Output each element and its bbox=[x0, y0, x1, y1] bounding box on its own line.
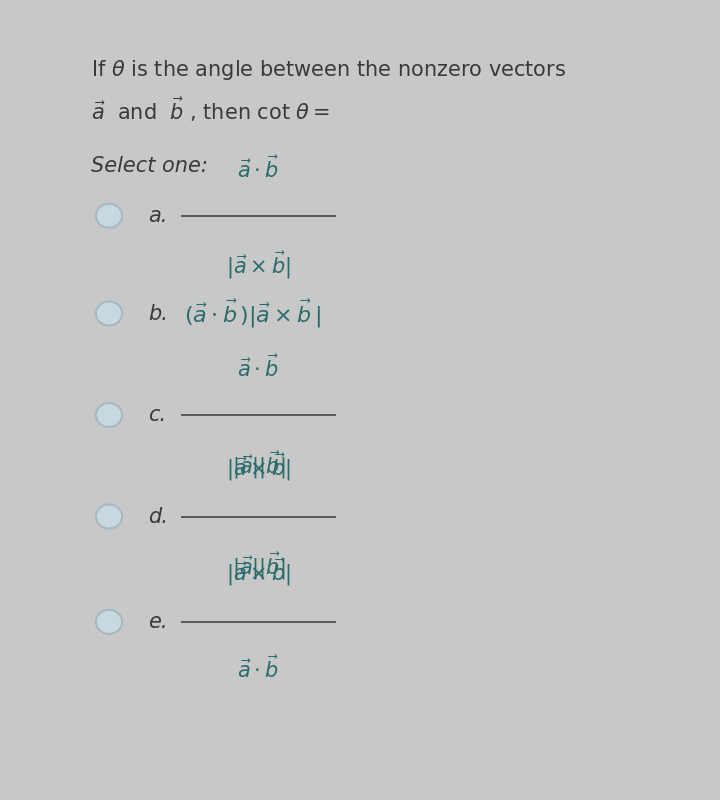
Text: $\vec{a} \cdot \vec{b}$: $\vec{a} \cdot \vec{b}$ bbox=[238, 354, 279, 381]
Text: $|\vec{a} \times \vec{b}|$: $|\vec{a} \times \vec{b}|$ bbox=[226, 451, 291, 482]
Ellipse shape bbox=[96, 302, 122, 326]
Text: $|\vec{a}||\vec{b}|$: $|\vec{a}||\vec{b}|$ bbox=[232, 449, 285, 481]
Text: c.: c. bbox=[148, 405, 166, 425]
Ellipse shape bbox=[96, 505, 122, 529]
Text: $\vec{a} \cdot \vec{b}$: $\vec{a} \cdot \vec{b}$ bbox=[238, 155, 279, 182]
Text: $|\vec{a} \times \vec{b}|$: $|\vec{a} \times \vec{b}|$ bbox=[226, 250, 291, 282]
Text: $|\vec{a}||\vec{b}|$: $|\vec{a}||\vec{b}|$ bbox=[232, 550, 285, 582]
Text: b.: b. bbox=[148, 303, 168, 323]
Text: If $\theta$ is the angle between the nonzero vectors: If $\theta$ is the angle between the non… bbox=[91, 58, 567, 82]
Text: $\vec{a}$  and  $\vec{b}$ , then cot $\theta =$: $\vec{a}$ and $\vec{b}$ , then cot $\the… bbox=[91, 95, 330, 124]
Text: a.: a. bbox=[148, 206, 167, 226]
Text: e.: e. bbox=[148, 612, 167, 632]
Ellipse shape bbox=[96, 403, 122, 427]
Text: Select one:: Select one: bbox=[91, 155, 208, 176]
Ellipse shape bbox=[96, 204, 122, 228]
Text: $\vec{a} \cdot \vec{b}$: $\vec{a} \cdot \vec{b}$ bbox=[238, 656, 279, 682]
Ellipse shape bbox=[96, 610, 122, 634]
Text: $( \vec{a} \cdot \vec{b}\, )| \vec{a} \times \vec{b}\, |$: $( \vec{a} \cdot \vec{b}\, )| \vec{a} \t… bbox=[184, 298, 321, 330]
Text: $|\vec{a} \times \vec{b}|$: $|\vec{a} \times \vec{b}|$ bbox=[226, 556, 291, 588]
Text: d.: d. bbox=[148, 506, 168, 526]
